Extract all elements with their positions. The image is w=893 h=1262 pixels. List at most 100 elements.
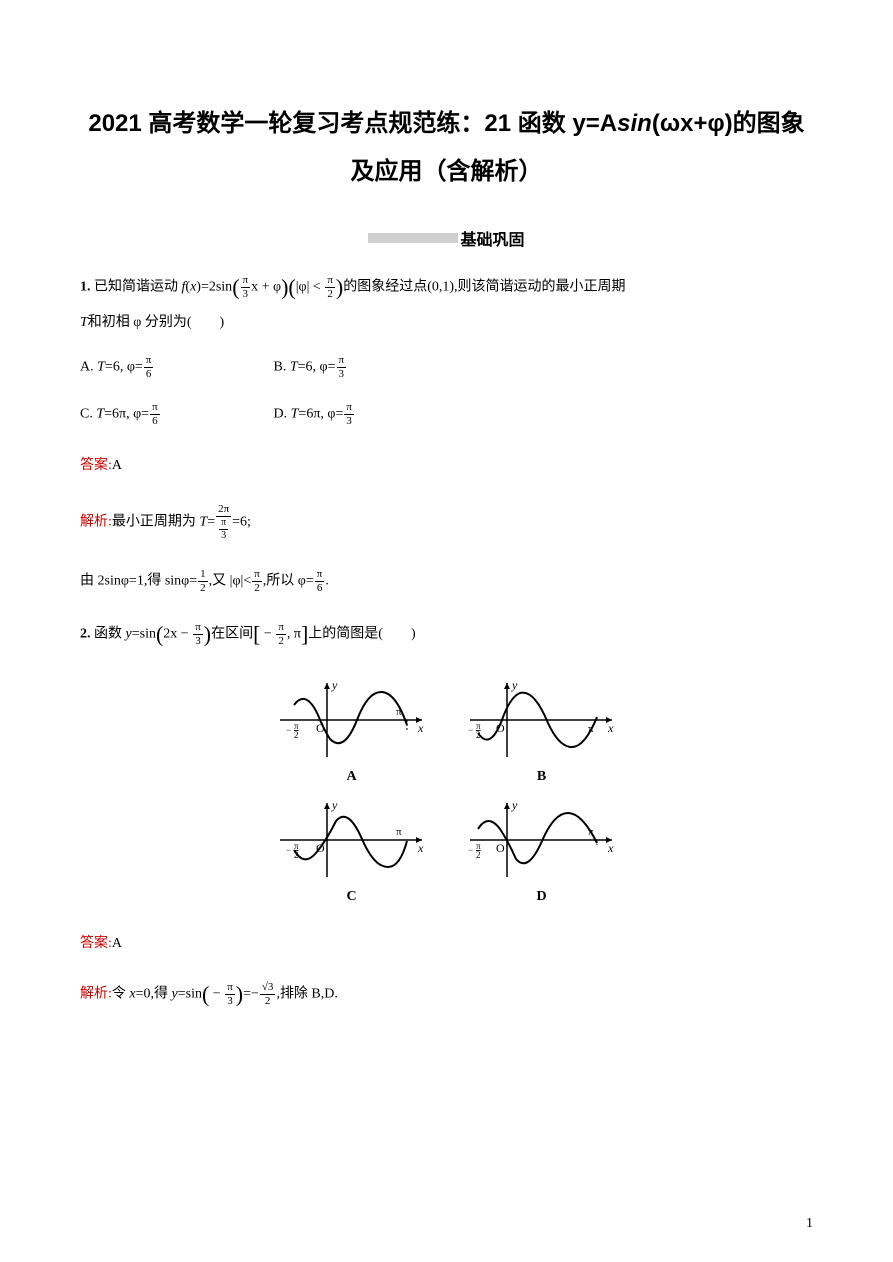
q2-answer: 答案:A	[80, 933, 813, 954]
svg-text:y: y	[511, 798, 518, 812]
frac-num: π	[144, 355, 154, 367]
explain-text: =6;	[232, 515, 251, 530]
frac-den: 3	[225, 994, 235, 1007]
frac-den: 3	[337, 367, 347, 380]
svg-text:x: x	[607, 841, 614, 855]
q2-text: 上的简图是( )	[308, 627, 415, 642]
frac-den: 3	[219, 529, 228, 541]
frac-den: 6	[150, 414, 160, 427]
frac-num: π	[325, 275, 335, 287]
q1-text: )=2sin	[196, 280, 232, 295]
explain-text: 最小正周期为	[112, 515, 200, 530]
svg-text:x: x	[417, 841, 424, 855]
svg-text:2: 2	[476, 730, 481, 740]
q2-plots: yx O π − π 2 yx O π − π 2	[80, 675, 813, 905]
explain-text: =0,得	[136, 987, 172, 1002]
svg-text:π: π	[588, 826, 594, 838]
plot-label-A: A	[272, 769, 432, 785]
frac-num: √3	[260, 982, 276, 994]
q1-optA: A.	[80, 360, 97, 375]
frac-num: π	[276, 622, 286, 634]
explain-text: .	[325, 574, 329, 589]
svg-text:x: x	[417, 721, 424, 735]
svg-text:π: π	[396, 706, 402, 718]
plot-A: yx O π − π 2	[272, 675, 432, 765]
frac-den: 6	[315, 581, 325, 594]
q1-explain-1: 解析:最小正周期为 T=2ππ3=6;	[80, 504, 813, 541]
frac-den: 2	[276, 634, 286, 647]
q2-number: 2.	[80, 627, 91, 642]
frac-den: 2	[252, 581, 262, 594]
explain-text: ,排除 B,D.	[276, 987, 337, 1002]
explain-text: =−	[243, 987, 259, 1002]
answer-label: 答案:	[80, 458, 112, 473]
frac-num: π	[315, 569, 325, 581]
answer-value: A	[112, 936, 122, 951]
q1-stem: 1. 已知简谐运动 f(x)=2sin(π3x + φ)(|φ| < π2)的图…	[80, 275, 813, 300]
svg-text:π: π	[588, 723, 594, 735]
q2-stem: 2. 函数 y=sin(2x − π3)在区间[ − π2, π]上的简图是( …	[80, 622, 813, 647]
q1-T: T	[80, 315, 88, 330]
var-T: T	[97, 360, 105, 375]
q1-text: |φ| <	[296, 280, 325, 295]
svg-text:−: −	[286, 845, 291, 855]
frac-num: π	[241, 275, 251, 287]
explain-text: =sin	[178, 987, 202, 1002]
frac-den: 3	[193, 634, 203, 647]
q1-number: 1.	[80, 280, 91, 295]
explain-label: 解析:	[80, 987, 112, 1002]
q1-optA-eq: =6, φ=	[105, 360, 143, 375]
title-text-1: 2021 高考数学一轮复习考点规范练：21 函数 y=A	[88, 110, 617, 137]
q2-text: , π	[287, 627, 301, 642]
answer-label: 答案:	[80, 936, 112, 951]
q1-optD: D.	[274, 407, 291, 422]
explain-text: ,又 |φ|<	[209, 574, 252, 589]
q1-text: x + φ	[251, 280, 281, 295]
plot-label-C: C	[272, 889, 432, 905]
section-label: 基础巩固	[460, 232, 524, 249]
q2-explain: 解析:令 x=0,得 y=sin( − π3)=−√32,排除 B,D.	[80, 982, 813, 1007]
q2-text: =sin	[132, 627, 156, 642]
q1-answer: 答案:A	[80, 455, 813, 476]
q1-optB: B.	[274, 360, 290, 375]
frac-num: 2π	[216, 504, 231, 516]
plot-label-B: B	[462, 769, 622, 785]
var-T: T	[96, 407, 104, 422]
frac-den: 6	[144, 367, 154, 380]
q2-text: 在区间	[211, 627, 253, 642]
frac-num: π	[344, 402, 354, 414]
frac-den: 3	[241, 287, 251, 300]
explain-text: 令	[112, 987, 130, 1002]
section-header: 基础巩固	[80, 226, 813, 250]
svg-text:2: 2	[294, 730, 299, 740]
svg-text:π: π	[396, 826, 402, 838]
frac-num: 1	[198, 569, 208, 581]
q1-options-row1: A. T=6, φ=π6 B. T=6, φ=π3	[80, 355, 813, 380]
svg-text:2: 2	[476, 850, 481, 860]
q2-text: −	[260, 627, 275, 642]
q2-text: 2x −	[163, 627, 192, 642]
q1-optD-eq: =6π, φ=	[298, 407, 343, 422]
q1-explain-2: 由 2sinφ=1,得 sinφ=12,又 |φ|<π2,所以 φ=π6.	[80, 569, 813, 594]
frac-num: π	[219, 518, 228, 529]
svg-text:2: 2	[294, 850, 299, 860]
plot-label-D: D	[462, 889, 622, 905]
frac-den: 2	[260, 994, 276, 1007]
q1-optC-eq: =6π, φ=	[104, 407, 149, 422]
frac-num: π	[252, 569, 262, 581]
frac-num: π	[150, 402, 160, 414]
answer-value: A	[112, 458, 122, 473]
frac-num: π	[193, 622, 203, 634]
q1-optB-eq: =6, φ=	[298, 360, 336, 375]
frac-num: π	[225, 982, 235, 994]
plot-D: yx O π − π 2	[462, 795, 622, 885]
explain-label: 解析:	[80, 515, 112, 530]
frac-den: 2	[325, 287, 335, 300]
plot-B: yx O π − π 2	[462, 675, 622, 765]
svg-text:−: −	[468, 845, 473, 855]
section-line	[368, 233, 458, 243]
explain-text: ,所以 φ=	[263, 574, 314, 589]
var-T: T	[290, 360, 298, 375]
q1-options-row2: C. T=6π, φ=π6 D. T=6π, φ=π3	[80, 402, 813, 427]
title-sin: sin	[617, 110, 652, 137]
